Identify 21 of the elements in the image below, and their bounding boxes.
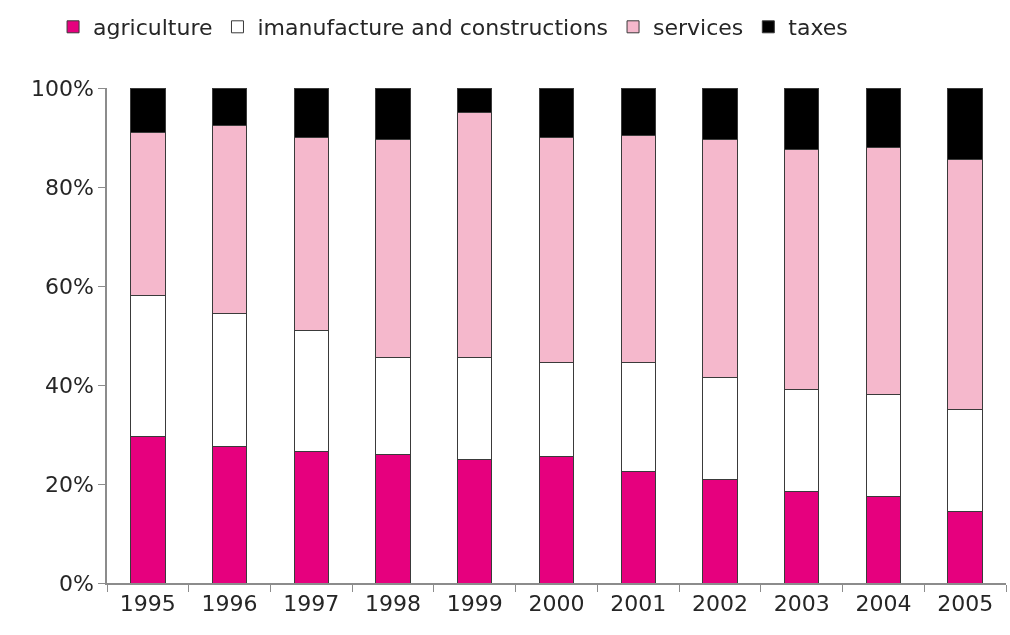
y-tick-label: 20% [44,471,94,497]
x-tick-label: 2001 [610,591,667,617]
legend-label: agriculture [93,15,213,41]
legend-label: imanufacture and constructions [257,15,609,41]
legend-label: taxes [788,15,848,41]
y-tick-label: 0% [58,570,94,596]
x-tick-label: 1999 [446,591,503,617]
y-tick-label: 40% [44,372,94,398]
x-tick-label: 2004 [855,591,912,617]
y-tick-label: 80% [44,174,94,200]
x-tick-label: 1997 [283,591,340,617]
x-tick-label: 1998 [365,591,422,617]
x-tick-label: 2005 [937,591,994,617]
x-tick-label: 2002 [691,591,748,617]
x-tick-label: 2003 [773,591,830,617]
x-tick-label: 1996 [201,591,258,617]
y-tick-label: 60% [44,273,94,299]
legend-label: services [653,15,744,41]
x-tick-label: 2000 [528,591,585,617]
y-tick-label: 100% [30,75,94,101]
x-tick-label: 1995 [119,591,176,617]
